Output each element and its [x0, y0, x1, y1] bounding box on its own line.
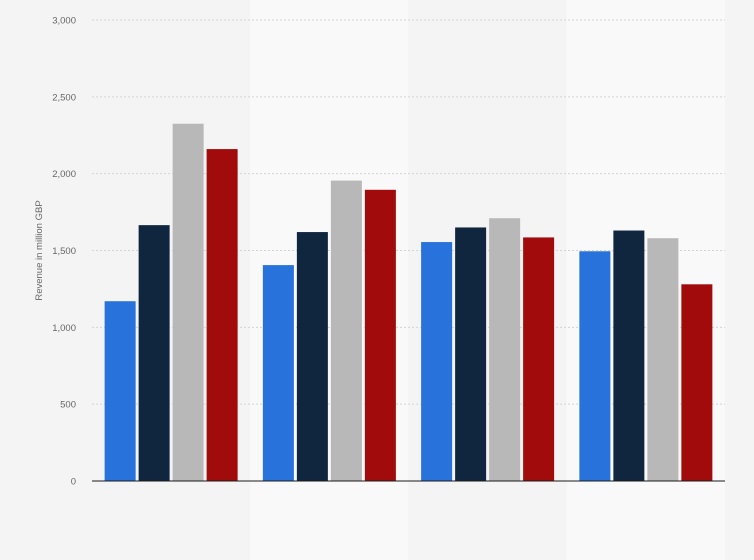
bar[interactable] [104, 301, 136, 481]
y-tick-label: 2,000 [52, 169, 76, 180]
bar[interactable] [330, 180, 362, 481]
y-axis-title: Revenue in million GBP [34, 200, 45, 300]
y-tick-label: 500 [60, 400, 76, 411]
bar[interactable] [296, 232, 328, 481]
bar[interactable] [613, 230, 645, 481]
y-tick-label: 3,000 [52, 16, 76, 27]
y-tick-label: 0 [71, 477, 76, 488]
y-tick-label: 2,500 [52, 92, 76, 103]
bar[interactable] [172, 123, 204, 481]
y-tick-label: 1,500 [52, 246, 76, 257]
y-axis-ticks: 0 500 1,000 1,500 2,000 2,500 3,000 [52, 16, 76, 488]
bar[interactable] [364, 189, 396, 481]
bar[interactable] [138, 225, 170, 481]
bars [104, 123, 713, 482]
y-tick-label: 1,000 [52, 323, 76, 334]
bar[interactable] [523, 237, 555, 481]
bar[interactable] [681, 284, 713, 481]
bar[interactable] [421, 242, 453, 481]
bar[interactable] [579, 251, 611, 481]
bar[interactable] [455, 227, 487, 481]
bar[interactable] [647, 238, 679, 481]
bar[interactable] [262, 265, 294, 481]
bar[interactable] [489, 218, 521, 482]
bar[interactable] [206, 149, 238, 481]
